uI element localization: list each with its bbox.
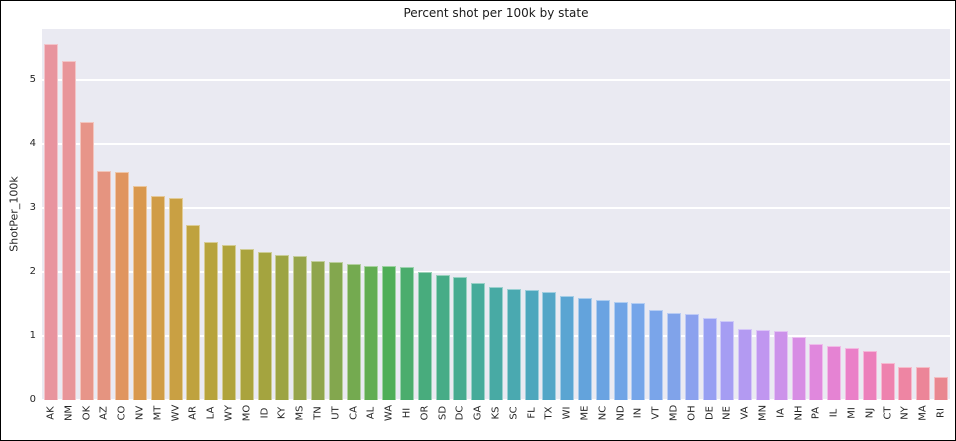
bar-OR	[417, 272, 432, 400]
bar-ME	[578, 297, 593, 400]
bar-NH	[791, 336, 806, 400]
bar-TN	[310, 260, 325, 400]
bar-KY	[275, 254, 290, 400]
bar-WA	[382, 266, 397, 400]
bar-MT	[150, 195, 165, 400]
bar-OK	[79, 122, 94, 400]
bar-TX	[542, 291, 557, 400]
bar-AK	[43, 44, 58, 400]
bar-IL	[827, 345, 842, 400]
bar-AR	[186, 224, 201, 400]
bar-RI	[934, 376, 949, 400]
y-tick-4: 4	[29, 138, 36, 150]
bar-NV	[132, 185, 147, 400]
gridline-y3	[42, 207, 950, 209]
y-tick-1: 1	[29, 330, 36, 342]
bar-MI	[845, 347, 860, 400]
bar-CT	[880, 362, 895, 400]
bar-UT	[328, 262, 343, 400]
bar-PA	[809, 343, 824, 400]
bar-NE	[720, 321, 735, 400]
bar-CO	[115, 172, 130, 400]
bar-AZ	[97, 171, 112, 400]
bar-NM	[61, 60, 76, 400]
gridline-y2	[42, 271, 950, 273]
bar-WI	[560, 296, 575, 400]
bar-FL	[524, 289, 539, 400]
y-tick-3: 3	[29, 202, 36, 214]
bar-ND	[613, 301, 628, 400]
bar-IA	[773, 330, 788, 400]
bar-MA	[916, 367, 931, 400]
bar-WV	[168, 197, 183, 400]
bar-MD	[667, 313, 682, 400]
y-tick-0: 0	[29, 394, 36, 405]
bar-VA	[738, 329, 753, 400]
y-tick-5: 5	[29, 74, 36, 86]
bar-DC	[453, 277, 468, 400]
bar-NY	[898, 366, 913, 400]
bar-CA	[346, 264, 361, 400]
bar-NJ	[862, 350, 877, 400]
bar-OH	[684, 313, 699, 400]
bar-MN	[756, 329, 771, 400]
bar-LA	[204, 242, 219, 400]
bar-IN	[631, 302, 646, 400]
gridline-y4	[42, 143, 950, 145]
bar-MO	[239, 249, 254, 400]
bar-DE	[702, 317, 717, 400]
bar-SD	[435, 274, 450, 400]
y-tick-2: 2	[29, 266, 36, 278]
bar-ID	[257, 251, 272, 400]
bar-KS	[489, 287, 503, 400]
bar-SC	[506, 288, 521, 400]
gridline-y0	[42, 399, 950, 401]
chart-title: Percent shot per 100k by state	[403, 6, 589, 20]
bar-MS	[293, 256, 308, 400]
bar-AL	[364, 265, 379, 400]
plot-area	[42, 29, 950, 401]
bar-VT	[649, 309, 664, 400]
bar-HI	[399, 266, 414, 400]
bar-WY	[221, 244, 236, 400]
gridline-y5	[42, 79, 950, 81]
bar-NC	[595, 300, 610, 400]
bar-GA	[471, 282, 486, 400]
